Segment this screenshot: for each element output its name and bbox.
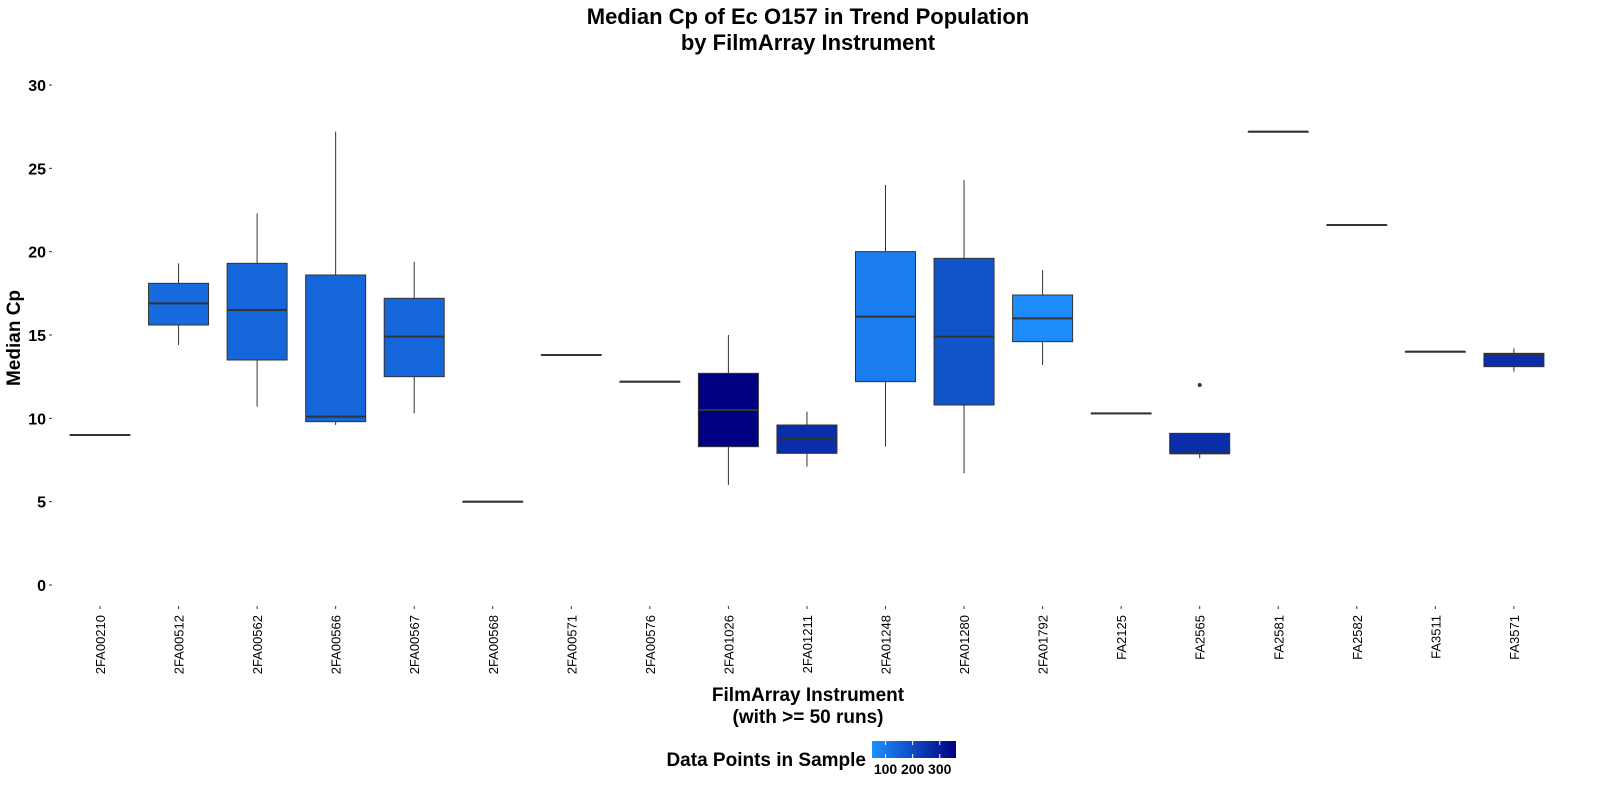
x-tick-label: 2FA01248 xyxy=(879,615,894,674)
box-2FA00210 xyxy=(69,434,131,436)
legend-tick-label: 100 xyxy=(874,761,898,777)
x-tick-label: 2FA00576 xyxy=(643,615,658,674)
x-axis: 2FA00210 2FA00512 2FA00562 2FA00566 2FA00567… xyxy=(93,606,1522,674)
legend-tick-label: 200 xyxy=(901,761,925,777)
box-2FA00562 xyxy=(226,213,288,407)
box-FA3571 xyxy=(1483,348,1545,372)
box-2FA01026 xyxy=(697,335,759,485)
box-FA2125 xyxy=(1090,412,1152,415)
box-body xyxy=(305,274,367,423)
y-tick-label: 10 xyxy=(28,411,46,428)
x-tick-label: 2FA01211 xyxy=(800,615,815,673)
box-body xyxy=(933,257,995,406)
box-body xyxy=(1169,432,1231,454)
box-2FA00568 xyxy=(462,500,524,503)
box-2FA00566 xyxy=(305,131,367,425)
box-2FA01248 xyxy=(855,185,916,447)
y-tick-label: 0 xyxy=(37,578,46,595)
legend-title: Data Points in Sample xyxy=(666,750,866,771)
x-tick-label: FA2565 xyxy=(1193,615,1208,660)
box-2FA00567 xyxy=(383,261,445,414)
x-tick-label: 2FA00210 xyxy=(93,615,108,674)
x-tick-label: FA3511 xyxy=(1428,615,1443,659)
box-FA3511 xyxy=(1404,350,1466,353)
box-FA2565 xyxy=(1169,383,1231,459)
box-2FA00512 xyxy=(148,263,210,345)
x-tick-label: FA2581 xyxy=(1271,615,1286,660)
legend: Data Points in Sample 100 200 300 xyxy=(666,741,956,777)
legend-tick-label: 300 xyxy=(928,761,952,777)
x-tick-label: 2FA00562 xyxy=(250,615,265,674)
box-2FA01792 xyxy=(1012,270,1074,365)
x-tick-label: 2FA00571 xyxy=(564,615,579,674)
x-tick-label: 2FA00567 xyxy=(407,615,422,674)
x-tick-label: FA2125 xyxy=(1114,615,1129,660)
y-tick-label: 30 xyxy=(28,78,46,95)
x-tick-label: FA3571 xyxy=(1507,615,1522,660)
x-tick-label: FA2582 xyxy=(1350,615,1365,660)
x-tick-label: 2FA01792 xyxy=(1036,615,1051,674)
x-axis-title-line2: (with >= 50 runs) xyxy=(733,707,884,728)
x-axis-title: FilmArray Instrument xyxy=(712,685,905,706)
box-2FA01211 xyxy=(776,411,838,467)
y-tick-label: 5 xyxy=(37,495,46,512)
box-2FA00576 xyxy=(619,380,681,383)
y-axis: 0 5 10 15 20 25 30 xyxy=(28,78,52,595)
chart-subtitle: by FilmArray Instrument xyxy=(681,30,936,55)
chart-title: Median Cp of Ec O157 in Trend Population xyxy=(587,4,1030,29)
x-tick-label: 2FA00568 xyxy=(486,615,501,674)
y-tick-label: 20 xyxy=(28,245,46,262)
y-tick-label: 25 xyxy=(28,161,46,178)
boxplot-series xyxy=(69,130,1545,503)
box-2FA01280 xyxy=(933,180,995,474)
x-tick-label: 2FA00512 xyxy=(172,615,187,674)
box-body xyxy=(226,262,288,361)
legend-ticks: 100 200 300 xyxy=(874,741,952,777)
y-tick-label: 15 xyxy=(28,328,46,345)
x-tick-label: 2FA01026 xyxy=(721,615,736,674)
box-FA2581 xyxy=(1247,130,1309,133)
box-body xyxy=(1483,352,1545,368)
box-FA2582 xyxy=(1326,224,1388,226)
box-2FA00571 xyxy=(540,354,602,356)
outlier-point xyxy=(1197,383,1202,387)
y-axis-title: Median Cp xyxy=(4,290,25,386)
x-tick-label: 2FA00566 xyxy=(329,615,344,674)
legend-colorbar xyxy=(872,741,956,758)
x-tick-label: 2FA01280 xyxy=(957,615,972,674)
